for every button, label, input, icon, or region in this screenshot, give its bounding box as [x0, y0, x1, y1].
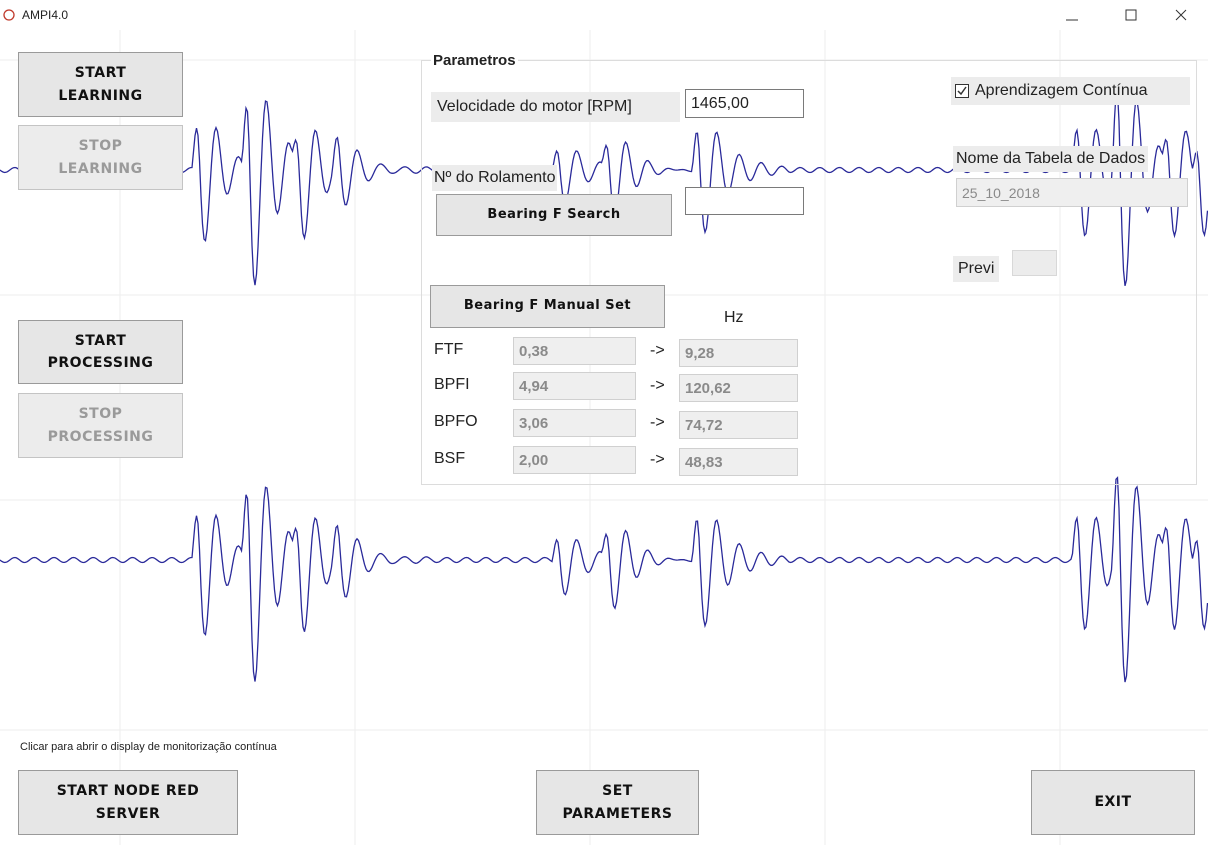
group-title: Parametros [431, 52, 518, 69]
bearing-search-button[interactable]: Bearing F Search [436, 194, 672, 236]
previ-indicator [1012, 250, 1057, 276]
table-name-label: Nome da Tabela de Dados [953, 146, 1148, 172]
waveform-bottom [0, 478, 1208, 682]
motor-speed-label: Velocidade do motor [RPM] [431, 92, 680, 122]
set-parameters-button[interactable]: SET PARAMETERS [536, 770, 699, 835]
hz-input: 74,72 [679, 411, 798, 439]
manual-set-button[interactable]: Bearing F Manual Set [430, 285, 665, 328]
close-button[interactable] [1176, 10, 1186, 20]
start-learning-button[interactable]: START LEARNING [18, 52, 183, 117]
continuous-learning-checkbox[interactable]: Aprendizagem Contínua [951, 77, 1190, 105]
page: AMPI4.0 html, body { margin: 0; padding:… [0, 0, 1208, 845]
window-title: AMPI4.0 [22, 8, 68, 22]
previ-label: Previ [953, 256, 999, 282]
checkbox-check[interactable] [955, 84, 969, 98]
frequency-label: BPFI [434, 376, 470, 394]
bearing-number-label: Nº do Rolamento [432, 165, 557, 191]
frequency-label: FTF [434, 341, 463, 359]
stop-processing-button: STOP PROCESSING [18, 393, 183, 458]
factor-input: 0,38 [513, 337, 636, 365]
start-processing-button[interactable]: START PROCESSING [18, 320, 183, 384]
hz-input: 9,28 [679, 339, 798, 367]
arrow: -> [650, 451, 665, 469]
table-name-input: 25_10_2018 [956, 178, 1188, 207]
node-red-hint: Clicar para abrir o display de monitoriz… [20, 741, 277, 753]
frequency-label: BSF [434, 450, 465, 468]
arrow: -> [650, 342, 665, 360]
bearing-number-input[interactable] [685, 187, 804, 215]
hz-input: 120,62 [679, 374, 798, 402]
motor-speed-input[interactable]: 1465,00 [685, 89, 804, 118]
frequency-label: BPFO [434, 413, 478, 431]
app-icon [4, 10, 14, 20]
continuous-learning-label: Aprendizagem Contínua [975, 82, 1148, 100]
factor-input: 3,06 [513, 409, 636, 437]
arrow: -> [650, 377, 665, 395]
app-window: {"window": {"title": "AMPI4.0"}, "button… [0, 0, 1208, 845]
maximize-button[interactable] [1126, 10, 1136, 20]
factor-input: 2,00 [513, 446, 636, 474]
exit-button[interactable]: EXIT [1031, 770, 1195, 835]
hz-header: Hz [724, 309, 744, 327]
start-node-red-button[interactable]: START NODE RED SERVER [18, 770, 238, 835]
factor-input: 4,94 [513, 372, 636, 400]
hz-input: 48,83 [679, 448, 798, 476]
stop-learning-button: STOP LEARNING [18, 125, 183, 190]
arrow: -> [650, 414, 665, 432]
